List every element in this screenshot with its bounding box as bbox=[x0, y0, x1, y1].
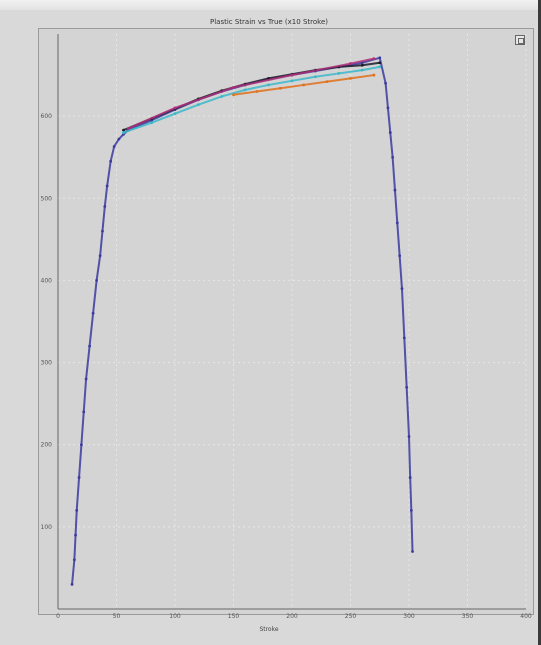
data-point-4-5 bbox=[372, 57, 376, 61]
data-point-4-0 bbox=[126, 127, 130, 130]
data-point-0-35 bbox=[393, 188, 397, 192]
data-point-0-10 bbox=[95, 279, 99, 282]
data-point-0-8 bbox=[88, 344, 91, 348]
data-point-0-13 bbox=[103, 205, 107, 208]
data-point-0-14 bbox=[105, 184, 109, 188]
data-point-0-15 bbox=[109, 159, 113, 163]
data-point-0-3 bbox=[75, 509, 79, 512]
data-point-2-7 bbox=[290, 79, 294, 83]
data-point-3-6 bbox=[372, 73, 376, 77]
data-point-0-0 bbox=[70, 582, 74, 586]
data-point-0-42 bbox=[408, 476, 412, 479]
data-point-0-7 bbox=[84, 377, 88, 381]
data-point-3-0 bbox=[232, 93, 235, 97]
y-tick-label-2: 200 bbox=[41, 442, 53, 449]
y-tick-label-3: 300 bbox=[41, 360, 53, 367]
x-tick-label-7: 350 bbox=[462, 613, 474, 620]
data-point-3-5 bbox=[349, 76, 352, 80]
data-point-0-43 bbox=[409, 509, 413, 512]
data-point-2-8 bbox=[314, 75, 317, 79]
x-tick-label-5: 250 bbox=[345, 613, 357, 620]
data-point-2-11 bbox=[378, 65, 382, 69]
x-tick-label-1: 50 bbox=[113, 613, 121, 620]
data-point-2-1 bbox=[150, 121, 154, 125]
data-point-3-1 bbox=[255, 90, 259, 93]
x-tick-label-6: 300 bbox=[403, 613, 415, 620]
data-point-0-39 bbox=[402, 336, 406, 340]
x-axis-title: Stroke bbox=[259, 626, 279, 633]
data-point-0-16 bbox=[112, 145, 116, 148]
data-point-4-4 bbox=[349, 62, 352, 65]
data-point-0-37 bbox=[398, 254, 402, 258]
data-point-0-12 bbox=[101, 229, 104, 233]
chart-title: Plastic Strain vs True (x10 Stroke) bbox=[210, 18, 328, 26]
data-point-1-10 bbox=[360, 63, 364, 67]
x-tick-label-0: 0 bbox=[56, 613, 60, 620]
data-point-0-31 bbox=[384, 81, 387, 85]
data-point-2-6 bbox=[267, 83, 270, 87]
data-point-4-3 bbox=[290, 73, 294, 77]
data-point-0-33 bbox=[388, 131, 392, 134]
maximize-icon[interactable] bbox=[515, 35, 525, 45]
data-point-2-2 bbox=[173, 112, 177, 116]
data-point-0-44 bbox=[411, 550, 414, 553]
series-line-2 bbox=[123, 65, 380, 134]
y-tick-label-5: 500 bbox=[41, 195, 53, 202]
data-point-3-4 bbox=[325, 80, 329, 84]
data-point-0-40 bbox=[405, 385, 409, 389]
data-point-0-30 bbox=[378, 56, 382, 60]
data-point-0-5 bbox=[80, 443, 83, 447]
x-tick-label-4: 200 bbox=[286, 613, 298, 620]
x-tick-label-3: 150 bbox=[228, 613, 240, 620]
x-tick-label-8: 400 bbox=[520, 613, 532, 620]
series-line-4 bbox=[127, 57, 375, 130]
data-point-2-4 bbox=[220, 95, 224, 98]
data-point-2-3 bbox=[197, 103, 200, 107]
data-point-2-10 bbox=[360, 68, 364, 72]
data-point-2-5 bbox=[243, 88, 247, 92]
data-point-1-11 bbox=[378, 61, 382, 65]
data-point-0-4 bbox=[77, 476, 81, 479]
data-point-0-38 bbox=[400, 287, 404, 291]
data-point-0-41 bbox=[407, 435, 411, 438]
data-point-0-9 bbox=[91, 311, 95, 315]
y-tick-label-6: 600 bbox=[41, 113, 53, 120]
series-line-0 bbox=[71, 56, 414, 585]
data-point-0-6 bbox=[82, 410, 86, 414]
y-tick-label-4: 400 bbox=[41, 277, 53, 284]
data-point-0-17 bbox=[117, 137, 121, 141]
x-tick-label-2: 100 bbox=[169, 613, 181, 620]
y-tick-label-1: 100 bbox=[41, 524, 53, 531]
data-point-0-34 bbox=[391, 155, 395, 159]
data-point-0-2 bbox=[74, 533, 77, 537]
data-point-1-0 bbox=[122, 128, 125, 132]
data-point-2-0 bbox=[122, 131, 125, 134]
plot-area[interactable] bbox=[38, 28, 534, 615]
data-point-4-2 bbox=[232, 85, 235, 89]
data-point-2-9 bbox=[337, 72, 341, 75]
data-point-0-36 bbox=[395, 221, 399, 225]
data-point-3-2 bbox=[278, 86, 282, 90]
data-point-0-11 bbox=[98, 254, 102, 258]
data-point-4-1 bbox=[173, 106, 177, 110]
data-point-0-1 bbox=[72, 558, 76, 562]
data-point-3-3 bbox=[302, 83, 306, 87]
data-point-0-32 bbox=[386, 106, 390, 110]
window-titlebar[interactable] bbox=[0, 0, 538, 10]
